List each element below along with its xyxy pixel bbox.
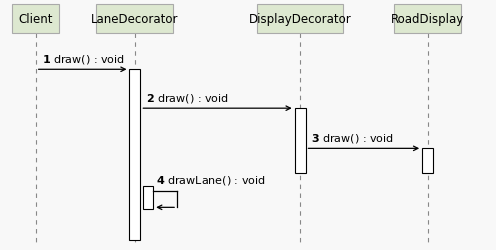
Text: $\mathbf{3}$ draw() : void: $\mathbf{3}$ draw() : void [311,131,394,144]
Text: DisplayDecorator: DisplayDecorator [248,13,352,26]
Bar [129,70,140,240]
Text: RoadDisplay: RoadDisplay [391,13,464,26]
Bar [422,149,433,174]
Bar [96,5,174,34]
Bar [12,5,59,34]
Bar [394,5,461,34]
Text: $\mathbf{1}$ draw() : void: $\mathbf{1}$ draw() : void [42,52,124,66]
Bar [257,5,343,34]
Text: LaneDecorator: LaneDecorator [91,13,179,26]
Text: Client: Client [18,13,53,26]
Text: $\mathbf{4}$ drawLane() : void: $\mathbf{4}$ drawLane() : void [156,174,265,187]
Bar [143,186,153,209]
Text: $\mathbf{2}$ draw() : void: $\mathbf{2}$ draw() : void [146,91,229,104]
Bar [295,109,306,174]
